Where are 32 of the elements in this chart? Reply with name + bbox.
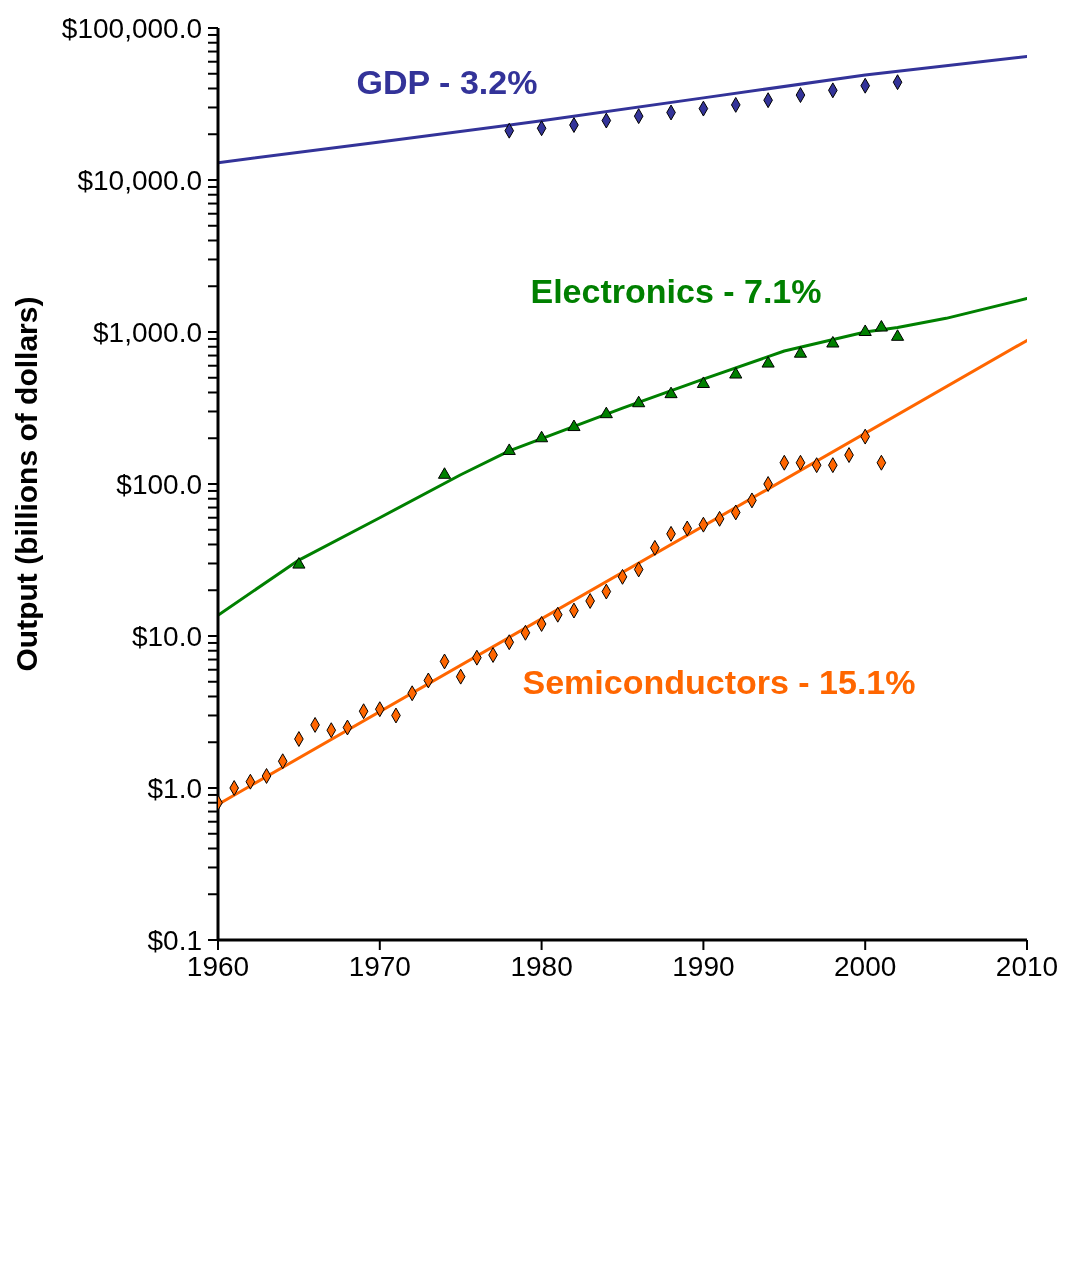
- point: [632, 395, 646, 408]
- x-tick-label: 1970: [348, 950, 411, 982]
- series-label: GDP - 3.2%: [356, 62, 538, 102]
- x-tick-label: 1980: [510, 950, 573, 982]
- point: [729, 367, 743, 379]
- point: [502, 443, 516, 455]
- y-tick-label: $1.0: [147, 772, 202, 804]
- point: [793, 346, 808, 358]
- y-tick-label: $1,000.0: [93, 316, 202, 348]
- point: [858, 324, 872, 337]
- x-tick-label: 1990: [672, 950, 735, 982]
- point: [535, 430, 549, 443]
- point: [664, 386, 678, 399]
- y-tick-label: $100.0: [116, 468, 202, 500]
- x-tick-label: 2010: [995, 950, 1059, 982]
- x-tick-label: 2000: [834, 950, 897, 982]
- point: [874, 320, 888, 332]
- series-label: Electronics - 7.1%: [530, 271, 822, 311]
- y-tick-label: $10.0: [131, 620, 202, 652]
- point: [890, 329, 905, 341]
- point: [826, 335, 840, 348]
- y-tick-label: $10,000.0: [77, 164, 202, 196]
- y-axis-title: Output (billions of dollars): [9, 296, 43, 672]
- point: [567, 419, 581, 432]
- point: [599, 406, 613, 419]
- point: [437, 467, 452, 479]
- point: [292, 557, 306, 569]
- series-label: Semiconductors - 15.1%: [522, 662, 916, 702]
- point: [761, 356, 775, 368]
- y-tick-label: $100,000.0: [61, 12, 202, 44]
- point: [696, 376, 710, 388]
- line-series: [218, 54, 1027, 165]
